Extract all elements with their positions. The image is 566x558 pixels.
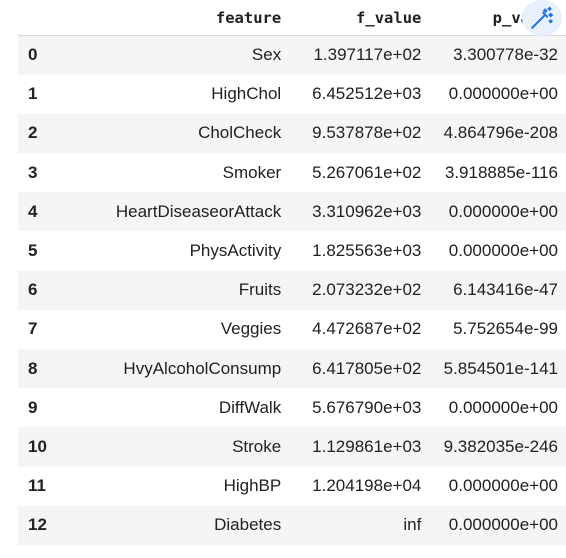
table-row: 8 HvyAlcoholConsump 6.417805e+02 5.854501e-…	[18, 349, 566, 389]
table-body: 0 Sex 1.397117e+02 3.300778e-32 1 HighChol 6.4…	[18, 35, 566, 545]
row-index: 8	[28, 358, 38, 378]
cell-p-value: 0.000000e+00	[448, 201, 558, 221]
cell-feature: PhysActivity	[189, 241, 282, 261]
table-row: 3 Smoker 5.267061e+02 3.918885e-116	[18, 153, 566, 193]
table-row: 2 CholCheck 9.537878e+02 4.864796e-208	[18, 113, 566, 154]
cell-p-value: 5.752654e-99	[453, 319, 558, 339]
dataframe-output: feature f_value p_value 0 Sex 1.397117e+02…	[18, 0, 566, 545]
cell-p-value: 9.382035e-246	[443, 436, 558, 456]
cell-f-value: 9.537878e+02	[312, 123, 422, 143]
cell-f-value: 2.073232e+02	[312, 280, 422, 300]
cell-p-value: 3.300778e-32	[453, 45, 558, 65]
column-header-f-value: f_value	[289, 0, 430, 36]
cell-feature: DiffWalk	[218, 397, 282, 417]
cell-p-value: 3.918885e-116	[444, 162, 558, 182]
cell-f-value: 1.129861e+03	[312, 436, 422, 456]
cell-f-value: 6.452512e+03	[312, 84, 422, 104]
row-index: 10	[28, 436, 47, 456]
cell-p-value: 0.000000e+00	[448, 515, 558, 535]
table-row: 11 HighBP 1.204198e+04 0.000000e+00	[18, 466, 566, 506]
column-header-feature: feature	[63, 0, 290, 36]
magic-wand-icon	[529, 5, 555, 31]
index-header	[18, 0, 64, 36]
row-index: 4	[28, 201, 38, 221]
table-row: 7 Veggies 4.472687e+02 5.752654e-99	[18, 309, 566, 349]
cell-feature: Veggies	[220, 319, 282, 339]
table-row: 1 HighChol 6.452512e+03 0.000000e+00	[18, 74, 566, 114]
row-index: 2	[28, 123, 38, 143]
cell-p-value: 0.000000e+00	[448, 241, 558, 261]
cell-feature: Diabetes	[214, 515, 282, 535]
cell-f-value: inf	[403, 515, 422, 535]
table-row: 12 Diabetes inf 0.000000e+00	[18, 505, 566, 545]
table-header: feature f_value p_value	[18, 0, 566, 36]
cell-f-value: 3.310962e+03	[312, 201, 422, 221]
cell-f-value: 1.825563e+03	[312, 241, 422, 261]
table-row: 9 DiffWalk 5.676790e+03 0.000000e+00	[18, 388, 566, 428]
table-row: 4 HeartDiseaseorAttack 3.310962e+03 0.00000…	[18, 192, 566, 232]
table-row: 5 PhysActivity 1.825563e+03 0.000000e+00	[18, 231, 566, 271]
cell-p-value: 6.143416e-47	[453, 280, 558, 300]
row-index: 0	[28, 45, 38, 65]
cell-feature: Fruits	[238, 280, 282, 300]
row-index: 5	[28, 241, 38, 261]
cell-p-value: 0.000000e+00	[448, 84, 558, 104]
cell-f-value: 1.204198e+04	[312, 476, 422, 496]
magic-wand-button[interactable]	[522, 0, 562, 36]
row-index: 11	[28, 476, 46, 496]
cell-f-value: 1.397117e+02	[313, 45, 422, 65]
row-index: 12	[28, 515, 47, 535]
cell-f-value: 6.417805e+02	[312, 358, 422, 378]
cell-feature: HvyAlcoholConsump	[123, 358, 282, 378]
cell-feature: CholCheck	[198, 123, 282, 143]
cell-feature: HighBP	[223, 476, 282, 496]
row-index: 1	[28, 84, 38, 104]
table-row: 6 Fruits 2.073232e+02 6.143416e-47	[18, 270, 566, 310]
row-index: 9	[28, 397, 38, 417]
cell-feature: HighChol	[211, 84, 282, 104]
cell-feature: HeartDiseaseorAttack	[115, 201, 282, 221]
row-index: 3	[28, 162, 38, 182]
cell-p-value: 0.000000e+00	[448, 476, 558, 496]
cell-feature: Stroke	[232, 436, 282, 456]
cell-p-value: 5.854501e-141	[443, 358, 558, 378]
table-row: 0 Sex 1.397117e+02 3.300778e-32	[18, 35, 566, 75]
row-index: 6	[28, 280, 38, 300]
cell-feature: Smoker	[222, 162, 282, 182]
dataframe-table: feature f_value p_value 0 Sex 1.397117e+02…	[18, 0, 566, 545]
table-row: 10 Stroke 1.129861e+03 9.382035e-246	[18, 427, 566, 467]
cell-f-value: 4.472687e+02	[312, 319, 422, 339]
header-row: feature f_value p_value	[18, 0, 566, 36]
cell-feature: Sex	[251, 45, 282, 65]
cell-f-value: 5.676790e+03	[312, 397, 422, 417]
cell-p-value: 0.000000e+00	[448, 397, 558, 417]
row-index: 7	[28, 319, 38, 339]
cell-f-value: 5.267061e+02	[312, 162, 422, 182]
cell-p-value: 4.864796e-208	[443, 123, 558, 143]
